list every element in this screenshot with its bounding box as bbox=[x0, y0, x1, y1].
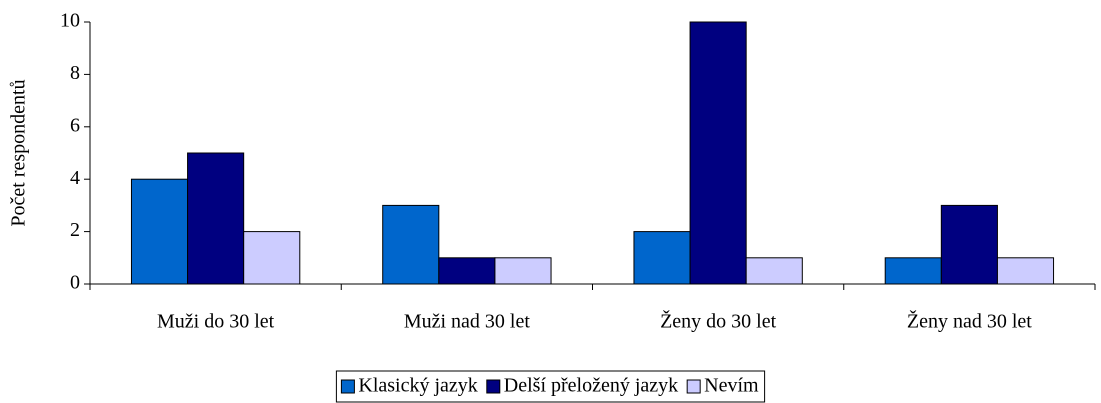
y-tick-label: 4 bbox=[70, 167, 80, 189]
bar bbox=[745, 257, 803, 285]
bar bbox=[884, 257, 942, 285]
bar bbox=[996, 257, 1055, 285]
legend-label: Klasický jazyk bbox=[358, 375, 477, 397]
x-tick-label: Muži do 30 let bbox=[157, 311, 275, 333]
y-tick-label: 0 bbox=[70, 272, 80, 294]
bar bbox=[187, 152, 245, 285]
x-tick-label: Ženy nad 30 let bbox=[907, 310, 1032, 333]
bar bbox=[438, 257, 496, 285]
legend-swatch bbox=[686, 379, 701, 394]
bar bbox=[689, 21, 747, 285]
legend-label: Delší přeložený jazyk bbox=[504, 375, 678, 397]
legend-box bbox=[335, 370, 766, 403]
y-tick-label: 6 bbox=[70, 114, 80, 136]
bar bbox=[130, 178, 189, 285]
bar bbox=[633, 231, 691, 285]
y-tick-label: 10 bbox=[60, 10, 80, 32]
x-tick-label: Muži nad 30 let bbox=[404, 311, 531, 333]
bar bbox=[243, 231, 301, 285]
bar bbox=[494, 257, 552, 285]
y-tick-label: 2 bbox=[70, 219, 80, 241]
y-axis-label: Počet respondentů bbox=[8, 79, 30, 226]
bar bbox=[382, 204, 440, 285]
legend-swatch bbox=[340, 379, 355, 394]
legend-label: Nevím bbox=[704, 375, 759, 397]
x-tick-label: Ženy do 30 let bbox=[660, 310, 777, 333]
bar bbox=[940, 204, 998, 285]
legend-swatch bbox=[486, 379, 501, 394]
y-tick-label: 8 bbox=[70, 62, 80, 84]
